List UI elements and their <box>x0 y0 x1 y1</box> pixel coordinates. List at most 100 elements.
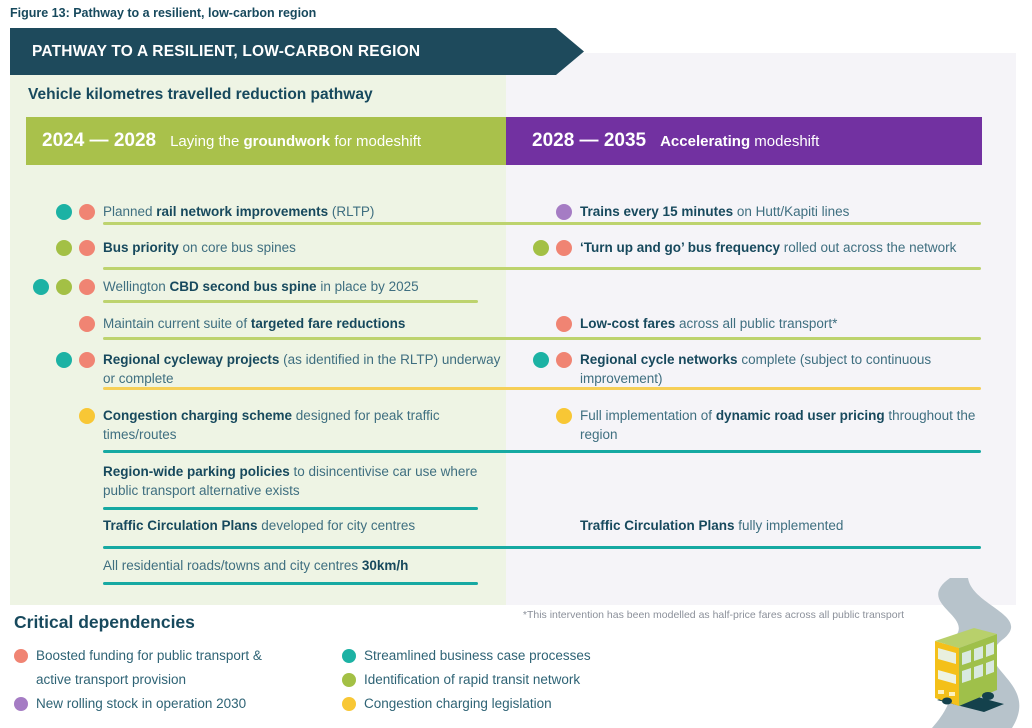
pathway-item-second-bus-spine: Wellington CBD second bus spine in place… <box>20 277 502 296</box>
salmon-dot-icon <box>556 352 572 368</box>
text-bold: Regional cycle networks <box>580 352 738 367</box>
text-bold: targeted fare reductions <box>250 316 406 331</box>
item-text: Full implementation of dynamic road user… <box>580 406 989 444</box>
green-dot-icon <box>56 279 72 295</box>
yellow-dot-icon <box>79 408 95 424</box>
item-text: All residential roads/towns and city cen… <box>103 556 408 575</box>
item-dots <box>20 406 95 424</box>
item-text: Maintain current suite of targeted fare … <box>103 314 405 333</box>
pathway-item-fare-reductions: Maintain current suite of targeted fare … <box>20 314 502 333</box>
bus-icon <box>935 628 1004 712</box>
text-pre: Planned <box>103 204 157 219</box>
text-post: complete (subject to continuous improvem… <box>580 352 932 386</box>
text-post: designed for peak traffic times/routes <box>103 408 440 442</box>
pathway-item-cycle-networks: Regional cycle networks complete (subjec… <box>497 350 989 388</box>
text-post: (RLTP) <box>328 204 375 219</box>
period-years: 2028 — 2035 <box>532 130 647 151</box>
green-dot-icon <box>342 673 356 687</box>
pathway-item-traffic-plans-implemented: Traffic Circulation Plans fully implemen… <box>497 516 989 535</box>
salmon-dot-icon <box>79 279 95 295</box>
desc-post: modeshift <box>750 132 820 150</box>
pathway-item-cycleway-projects: Regional cycleway projects (as identifie… <box>20 350 502 388</box>
salmon-dot-icon <box>79 204 95 220</box>
dependency-label: Identification of rapid transit network <box>364 672 581 687</box>
green-dot-icon <box>533 240 549 256</box>
text-bold: Regional cycleway projects <box>103 352 280 367</box>
text-post: rolled out across the network <box>780 240 957 255</box>
separator-line <box>103 582 478 585</box>
pathway-item-traffic-circulation-plans: Traffic Circulation Plans developed for … <box>20 516 502 535</box>
item-dots <box>497 516 572 518</box>
item-text: Wellington CBD second bus spine in place… <box>103 277 419 296</box>
separator-line <box>103 450 981 453</box>
salmon-dot-icon <box>556 240 572 256</box>
text-post: (as identified in the RLTP) underway or … <box>103 352 501 386</box>
desc-pre: Laying the <box>170 132 244 150</box>
text-bold: Traffic Circulation Plans <box>103 518 258 533</box>
text-post: in place by 2025 <box>316 279 419 294</box>
desc-bold: Accelerating <box>660 132 751 150</box>
item-dots <box>20 202 95 220</box>
text-post: to disincentivise car use where public t… <box>103 464 478 498</box>
separator-line <box>103 387 981 390</box>
text-bold: dynamic road user pricing <box>715 408 885 423</box>
item-dots <box>20 277 95 295</box>
salmon-dot-icon <box>79 316 95 332</box>
dependency-label: Congestion charging legislation <box>364 696 552 711</box>
item-dots <box>20 556 95 558</box>
separator-line <box>103 300 478 303</box>
text-post: fully implemented <box>734 518 844 533</box>
period-header-2028-2035: 2028 — 2035 Accelerating modeshift <box>506 117 982 165</box>
dependencies-column-2: Streamlined business case processes Iden… <box>342 644 632 716</box>
text-post: on Hutt/Kapiti lines <box>733 204 850 219</box>
pathway-item-30kmh: All residential roads/towns and city cen… <box>20 556 502 575</box>
text-bold: Traffic Circulation Plans <box>580 518 735 533</box>
text-bold: Bus priority <box>103 240 179 255</box>
text-pre: Maintain current suite of <box>103 316 251 331</box>
text-post: throughout the region <box>580 408 976 442</box>
banner-title: PATHWAY TO A RESILIENT, LOW-CARBON REGIO… <box>32 42 421 60</box>
item-text: Region-wide parking policies to disincen… <box>103 462 502 500</box>
item-dots <box>497 202 572 220</box>
footnote: *This intervention has been modelled as … <box>522 609 904 621</box>
pathway-item-low-cost-fares: Low-cost fares across all public transpo… <box>497 314 989 333</box>
text-pre: All residential roads/towns and city cen… <box>103 558 362 573</box>
period-header-2024-2028: 2024 — 2028 Laying the groundwork for mo… <box>26 117 506 165</box>
pathway-item-congestion-charging: Congestion charging scheme designed for … <box>20 406 502 444</box>
dependency-item: New rolling stock in operation 2030 <box>14 692 304 716</box>
text-bold: Congestion charging scheme <box>103 408 293 423</box>
item-text: Bus priority on core bus spines <box>103 238 296 257</box>
critical-dependencies-title: Critical dependencies <box>14 612 195 632</box>
green-dot-icon <box>56 240 72 256</box>
item-dots <box>497 314 572 332</box>
item-text: Regional cycle networks complete (subjec… <box>580 350 989 388</box>
dependency-label: Streamlined business case processes <box>364 648 591 663</box>
item-dots <box>497 406 572 424</box>
pathway-item-trains-15-minutes: Trains every 15 minutes on Hutt/Kapiti l… <box>497 202 989 221</box>
text-post: developed for city centres <box>257 518 416 533</box>
pathway-item-road-user-pricing: Full implementation of dynamic road user… <box>497 406 989 444</box>
dependency-item: Congestion charging legislation <box>342 692 632 716</box>
text-bold: Region-wide parking policies <box>103 464 290 479</box>
pathway-item-rail-improvements: Planned rail network improvements (RLTP) <box>20 202 502 221</box>
separator-line <box>103 546 981 549</box>
teal-dot-icon <box>533 352 549 368</box>
text-pre: Wellington <box>103 279 170 294</box>
pathway-item-turn-up-and-go: ‘Turn up and go’ bus frequency rolled ou… <box>497 238 989 257</box>
dependency-item: Streamlined business case processes <box>342 644 632 668</box>
pathway-item-parking-policies: Region-wide parking policies to disincen… <box>20 462 502 500</box>
text-bold: 30km/h <box>361 558 409 573</box>
item-text: Congestion charging scheme designed for … <box>103 406 502 444</box>
salmon-dot-icon <box>79 352 95 368</box>
item-text: Trains every 15 minutes on Hutt/Kapiti l… <box>580 202 849 221</box>
item-dots <box>20 516 95 518</box>
title-banner-arrow: PATHWAY TO A RESILIENT, LOW-CARBON REGIO… <box>10 28 584 75</box>
pathway-subtitle: Vehicle kilometres travelled reduction p… <box>28 86 373 103</box>
purple-dot-icon <box>14 697 28 711</box>
salmon-dot-icon <box>556 316 572 332</box>
item-dots <box>20 462 95 464</box>
teal-dot-icon <box>56 352 72 368</box>
item-text: Low-cost fares across all public transpo… <box>580 314 837 333</box>
text-bold: Low-cost fares <box>580 316 676 331</box>
separator-line <box>103 507 478 510</box>
